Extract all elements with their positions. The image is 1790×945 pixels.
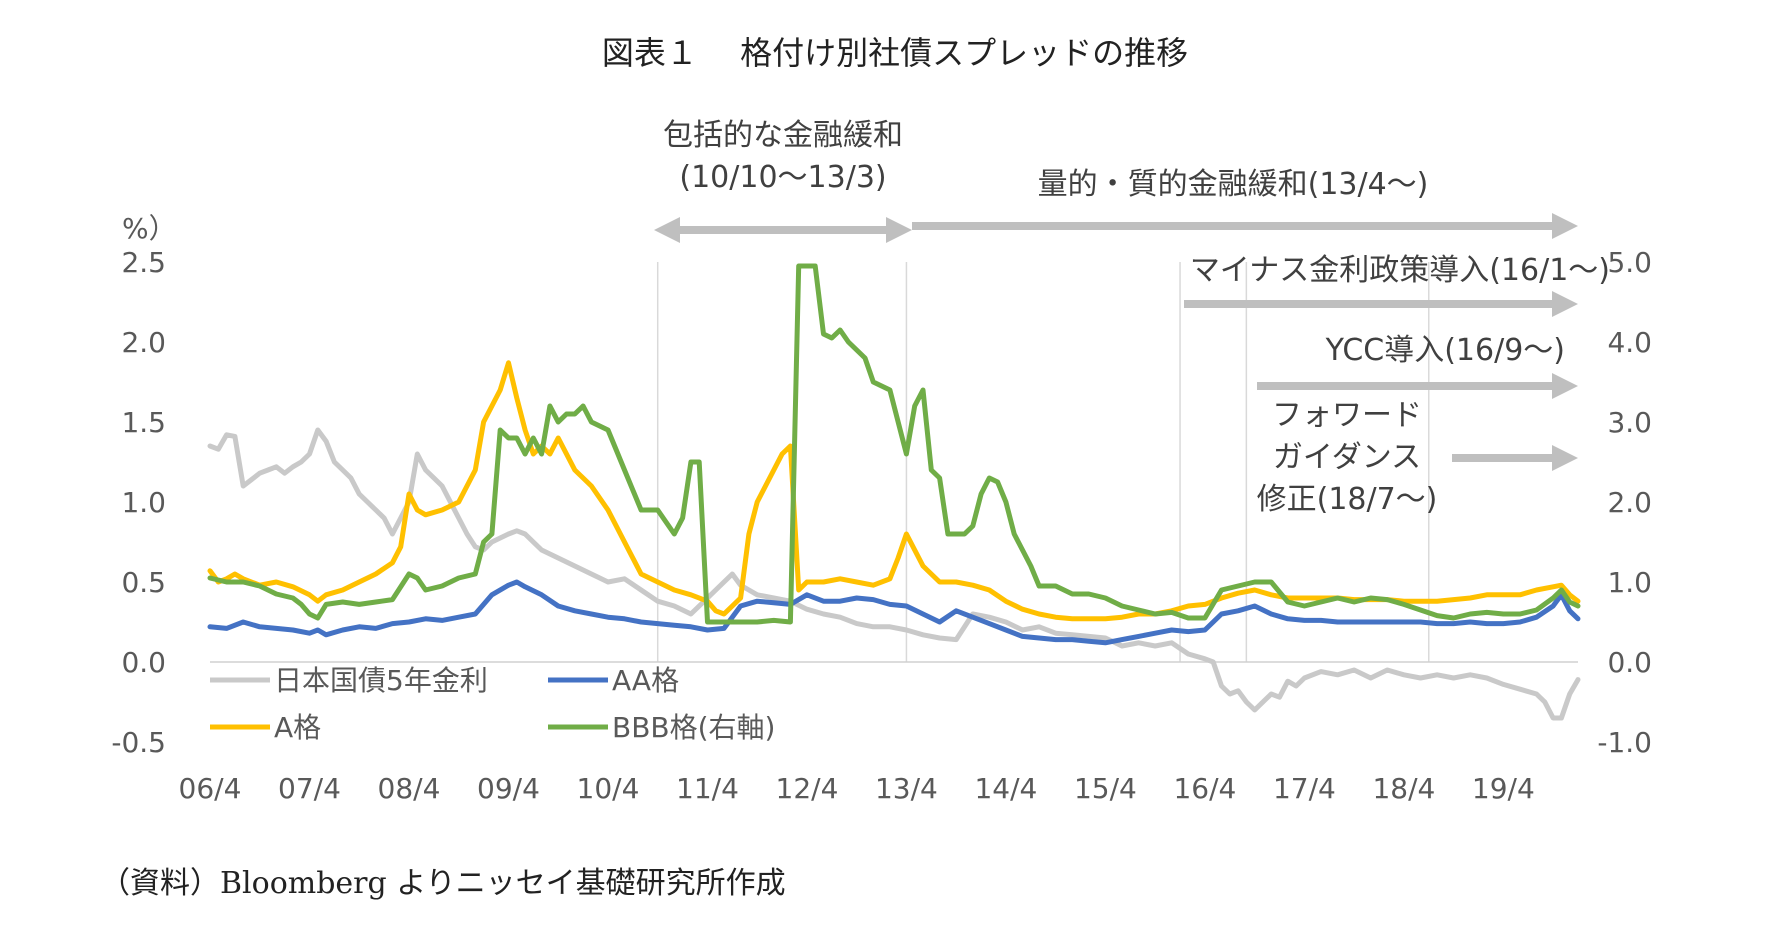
annotation-arrow-forward_guidance-head-right (1552, 445, 1578, 471)
legend-label: 日本国債5年金利 (274, 664, 488, 697)
annotation-text-forward_guidance: 修正(18/7〜) (1257, 482, 1438, 517)
x-axis-tick-label: 09/4 (477, 772, 540, 805)
x-axis-tick-label: 07/4 (278, 772, 341, 805)
annotation-text-negative_rate: マイナス金利政策導入(16/1〜) (1190, 253, 1610, 288)
left-axis-tick-label: 0.5 (121, 566, 166, 599)
annotation-arrow-negative_rate-head-right (1552, 291, 1578, 317)
right-axis-tick-label: 0.0 (1607, 646, 1652, 679)
annotation-arrow-qqe (912, 213, 1578, 239)
annotation-arrow-comprehensive (654, 217, 912, 243)
left-axis-tick-label: 1.5 (121, 406, 166, 439)
x-axis-tick-label: 08/4 (378, 772, 441, 805)
annotation-arrow-ycc-head-right (1552, 373, 1578, 399)
x-axis-tick-label: 17/4 (1273, 772, 1336, 805)
annotation-text-comprehensive: (10/10〜13/3) (679, 160, 886, 195)
annotation-arrow-comprehensive-head-right (886, 217, 912, 243)
x-axis-tick-label: 15/4 (1074, 772, 1137, 805)
legend-label: A格 (274, 711, 321, 744)
legend-label: AA格 (612, 664, 679, 697)
x-axis-tick-label: 16/4 (1173, 772, 1236, 805)
x-axis-tick-label: 10/4 (577, 772, 640, 805)
right-axis-tick-label: 2.0 (1607, 486, 1652, 519)
series-line-3 (207, 263, 1581, 625)
annotation-arrow-comprehensive-head-left (654, 217, 680, 243)
x-axis-tick-label: 18/4 (1372, 772, 1435, 805)
right-axis-tick-label: 1.0 (1607, 566, 1652, 599)
right-axis-tick-label: -1.0 (1597, 726, 1652, 759)
x-axis-tick-label: 19/4 (1472, 772, 1535, 805)
left-axis-tick-label: 0.0 (121, 646, 166, 679)
right-axis-tick-label: 3.0 (1607, 406, 1652, 439)
annotation-arrow-negative_rate (1184, 291, 1578, 317)
x-axis-tick-label: 06/4 (179, 772, 242, 805)
x-axis-tick-label: 13/4 (875, 772, 938, 805)
right-axis-tick-label: 5.0 (1607, 246, 1652, 279)
annotation-text-qqe: 量的・質的金融緩和(13/4〜) (1038, 167, 1429, 202)
left-axis-tick-label: 2.0 (121, 326, 166, 359)
series-line-0 (207, 427, 1581, 721)
left-axis-tick-label: -0.5 (111, 726, 166, 759)
legend-entry: BBB格(右軸) (548, 711, 775, 744)
legend-entry: AA格 (548, 664, 679, 697)
annotation-text-forward_guidance: フォワード (1272, 398, 1422, 433)
x-axis-tick-label: 11/4 (676, 772, 739, 805)
right-axis-tick-label: 4.0 (1607, 326, 1652, 359)
legend-label: BBB格(右軸) (612, 711, 775, 744)
annotation-arrow-forward_guidance (1452, 445, 1578, 471)
chart-title: 図表１ 格付け別社債スプレッドの推移 (601, 34, 1189, 72)
legend-entry: A格 (210, 711, 321, 744)
left-axis-tick-label: 1.0 (121, 486, 166, 519)
annotation-arrow-qqe-head-right (1552, 213, 1578, 239)
x-axis-tick-label: 12/4 (776, 772, 839, 805)
left-axis-unit: %） (122, 212, 177, 245)
left-axis-tick-label: 2.5 (121, 246, 166, 279)
annotation-text-ycc: YCC導入(16/9〜) (1325, 333, 1565, 368)
annotation-text-comprehensive: 包括的な金融緩和 (663, 118, 903, 153)
annotation-arrow-ycc (1257, 373, 1578, 399)
x-axis-tick-label: 14/4 (974, 772, 1037, 805)
legend-entry: 日本国債5年金利 (210, 664, 488, 697)
line-chart: %）2.5 2.0 1.5 1.0 0.5 0.0 -0.5 5.0 4.0 3.0 2.0 1.0 0… (111, 118, 1652, 805)
series-line-1 (207, 579, 1581, 646)
annotation-text-forward_guidance: ガイダンス (1273, 440, 1421, 475)
source-note: （資料）Bloomberg よりニッセイ基礎研究所作成 (100, 866, 786, 901)
